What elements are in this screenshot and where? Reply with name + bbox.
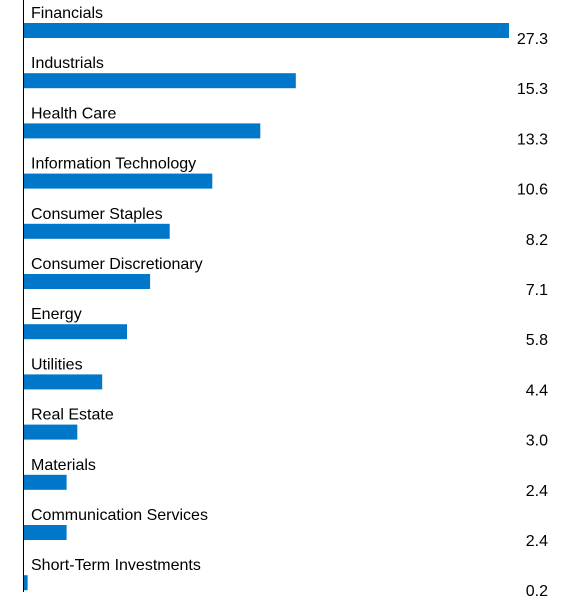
category-label: Short-Term Investments — [31, 557, 201, 574]
category-label: Industrials — [31, 55, 104, 72]
bar — [24, 274, 151, 289]
value-label: 0.2 — [526, 583, 548, 598]
category-label: Utilities — [31, 356, 83, 373]
category-label: Information Technology — [31, 156, 196, 173]
category-label: Communication Services — [31, 507, 208, 524]
bar — [24, 575, 28, 591]
value-label: 2.4 — [526, 483, 548, 500]
value-label: 4.4 — [526, 382, 548, 399]
value-label: 3.0 — [526, 433, 548, 450]
chart-rows: Financials 27.3 Industrials 15.3 Health Care… — [24, 5, 548, 598]
bar — [24, 474, 67, 490]
category-label: Materials — [31, 457, 96, 474]
value-label: 7.1 — [526, 282, 548, 299]
bar — [24, 324, 127, 340]
value-label: 2.4 — [526, 533, 548, 550]
value-label: 15.3 — [517, 81, 548, 98]
value-label: 13.3 — [517, 131, 548, 148]
category-label: Consumer Discretionary — [31, 256, 203, 273]
value-label: 8.2 — [526, 232, 548, 249]
value-label: 27.3 — [517, 31, 548, 48]
value-label: 5.8 — [526, 332, 548, 349]
category-label: Financials — [31, 5, 103, 22]
category-label: Consumer Staples — [31, 206, 163, 223]
bar — [24, 223, 170, 239]
category-label: Energy — [31, 306, 82, 323]
value-label: 10.6 — [517, 182, 548, 199]
bar — [24, 374, 103, 390]
category-label: Health Care — [31, 105, 116, 122]
bar — [24, 525, 67, 540]
bar — [24, 23, 509, 38]
bar — [24, 73, 296, 89]
bar — [24, 424, 78, 440]
bar — [24, 173, 213, 189]
category-label: Real Estate — [31, 407, 114, 424]
bar — [24, 123, 261, 139]
